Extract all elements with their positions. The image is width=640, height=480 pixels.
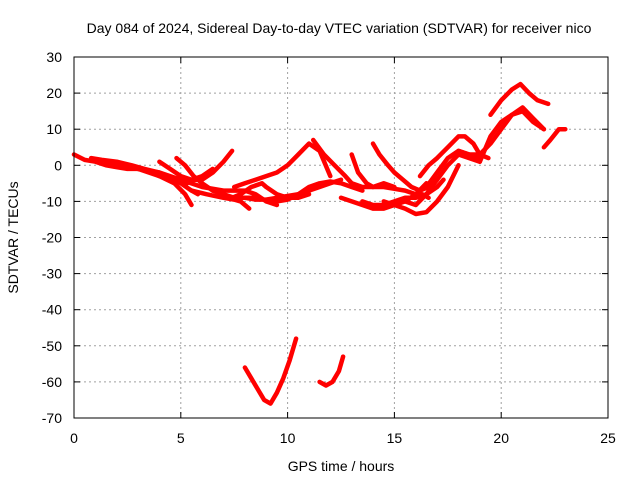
series-line-arc-24 (456, 105, 547, 157)
series-line-arc-23 (417, 134, 491, 179)
series-line-arc-14 (317, 354, 346, 388)
y-tick-label: 0 (54, 157, 62, 173)
y-tick-label: -50 (42, 338, 62, 354)
series-line-arc-15 (310, 137, 397, 190)
series-line-arc-20 (381, 163, 461, 217)
y-tick-label: 30 (46, 49, 62, 65)
y-tick-label: -60 (42, 374, 62, 390)
y-tick-label: -10 (42, 193, 62, 209)
grid (74, 57, 608, 418)
x-tick-label: 15 (387, 430, 403, 446)
x-tick-label: 25 (600, 430, 616, 446)
series-line-arc-25 (477, 108, 547, 164)
series-line-arc-27 (541, 126, 568, 150)
x-tick-label: 0 (70, 430, 78, 446)
series-group (71, 81, 568, 406)
y-tick-label: -70 (42, 410, 62, 426)
series-line-arc-4 (125, 163, 216, 182)
x-tick-label: 10 (280, 430, 296, 446)
chart-title: Day 084 of 2024, Sidereal Day-to-day VTE… (87, 20, 592, 36)
y-tick-label: 10 (46, 121, 62, 137)
x-tick-label: 20 (493, 430, 509, 446)
series-line-arc-10 (231, 141, 333, 190)
series-line-arc-26 (488, 81, 551, 118)
series-line-arc-18 (360, 177, 446, 208)
series-line-arc-12 (263, 179, 365, 204)
x-axis-label: GPS time / hours (288, 458, 395, 474)
y-axis-label: SDTVAR / TECUs (5, 181, 21, 293)
tick-labels: -70 -60 -50 -40 -30 -20 -10 0 10 20 30 0 5 10 15 20 25 (42, 49, 616, 446)
series-line-arc-13 (242, 336, 299, 406)
y-tick-label: -20 (42, 230, 62, 246)
y-tick-label: 20 (46, 85, 62, 101)
series-line-arc-21 (402, 152, 483, 208)
y-tick-label: -40 (42, 302, 62, 318)
series-line-arc-17 (349, 152, 431, 201)
y-tick-label: -30 (42, 266, 62, 282)
x-tick-label: 5 (177, 430, 185, 446)
